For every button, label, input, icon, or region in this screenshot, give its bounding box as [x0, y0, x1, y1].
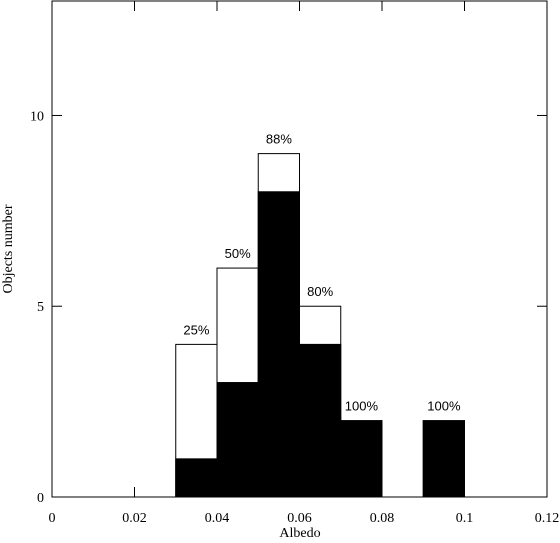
x-tick-label: 0.12: [535, 511, 560, 526]
bar: [299, 343, 342, 498]
bin-label: 88%: [266, 132, 292, 147]
y-axis-label: Objects number: [1, 204, 16, 293]
bin-label: 80%: [307, 284, 333, 299]
bar: [257, 191, 300, 498]
x-axis-label: Albedo: [279, 526, 320, 541]
x-tick-label: 0.1: [456, 511, 474, 526]
bar: [422, 420, 465, 498]
y-tick-label: 10: [30, 109, 44, 124]
y-tick-label: 5: [37, 300, 44, 315]
x-tick-label: 0.04: [205, 511, 230, 526]
bar: [216, 382, 259, 498]
x-tick-label: 0.08: [370, 511, 395, 526]
bar: [340, 420, 383, 498]
x-tick-label: 0.02: [122, 511, 147, 526]
y-tick-label: 0: [37, 491, 44, 506]
bar: [175, 458, 218, 498]
bin-label: 50%: [225, 246, 251, 261]
bin-label: 25%: [183, 322, 209, 337]
bin-label: 100%: [345, 399, 379, 414]
x-tick-label: 0.06: [287, 511, 312, 526]
bin-label: 100%: [427, 399, 461, 414]
x-tick-label: 0: [49, 511, 56, 526]
